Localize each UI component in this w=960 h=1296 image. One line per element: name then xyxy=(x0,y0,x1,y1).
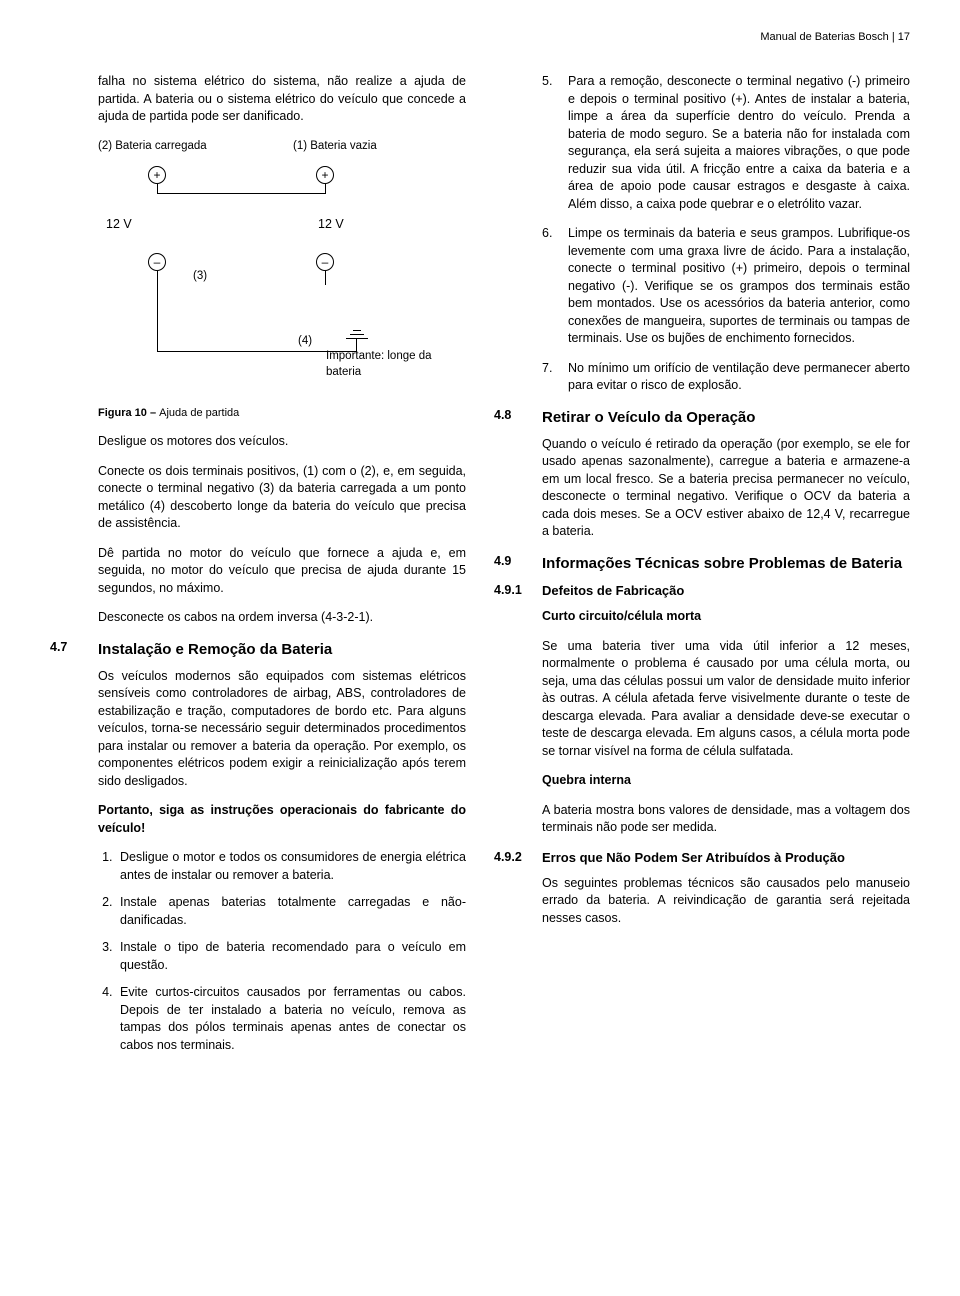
minus-right-icon: – xyxy=(316,253,334,271)
figure-number: Figura 10 – xyxy=(98,407,159,419)
section-4-9: 4.9 Informações Técnicas sobre Problemas… xyxy=(542,553,910,574)
list-item: Instale apenas baterias totalmente carre… xyxy=(116,894,466,929)
defect-break-body: A bateria mostra bons valores de densida… xyxy=(542,802,910,837)
step-start: Dê partida no motor do veículo que forne… xyxy=(98,545,466,598)
jump-start-diagram: (2) Bateria carregada (1) Bateria vazia … xyxy=(98,138,458,398)
section-4-9-2: 4.9.2 Erros que Não Podem Ser Atribuídos… xyxy=(542,849,910,867)
item-text: Para a remoção, desconecte o terminal ne… xyxy=(568,73,910,213)
item-num: 7. xyxy=(542,360,562,395)
plus-left-icon: + xyxy=(148,166,166,184)
section-4-7-title: Instalação e Remoção da Bateria xyxy=(98,639,466,660)
section-4-9-1-num: 4.9.1 xyxy=(494,582,522,600)
list-item: 5.Para a remoção, desconecte o terminal … xyxy=(542,73,910,213)
list-item: Evite curtos-circuitos causados por ferr… xyxy=(116,984,466,1054)
section-4-7: 4.7 Instalação e Remoção da Bateria xyxy=(98,639,466,660)
list-item: 7.No mínimo um orifício de ventilação de… xyxy=(542,360,910,395)
item-text: No mínimo um orifício de ventilação deve… xyxy=(568,360,910,395)
label-empty: (1) Bateria vazia xyxy=(293,138,377,154)
install-steps-continued: 5.Para a remoção, desconecte o terminal … xyxy=(542,73,910,395)
step-disconnect: Desconecte os cabos na ordem inversa (4-… xyxy=(98,609,466,627)
section-4-9-1: 4.9.1 Defeitos de Fabricação xyxy=(542,582,910,600)
section-4-7-warning: Portanto, siga as instruções operacionai… xyxy=(98,802,466,837)
section-4-8-title: Retirar o Veículo da Operação xyxy=(542,407,910,428)
voltage-left: 12 V xyxy=(106,216,132,234)
label-4: (4) xyxy=(298,333,312,349)
section-4-8-body: Quando o veículo é retirado da operação … xyxy=(542,436,910,541)
step-poweroff: Desligue os motores dos veículos. xyxy=(98,433,466,451)
section-4-9-1-title: Defeitos de Fabricação xyxy=(542,582,910,600)
label-charged: (2) Bateria carregada xyxy=(98,138,207,154)
intro-paragraph: falha no sistema elétrico do sistema, nã… xyxy=(98,73,466,126)
section-4-9-2-title: Erros que Não Podem Ser Atribuídos à Pro… xyxy=(542,849,910,867)
defect-short-body: Se uma bateria tiver uma vida útil infer… xyxy=(542,638,910,761)
defect-short-heading: Curto circuito/célula morta xyxy=(542,608,910,626)
list-item: Instale o tipo de bateria recomendado pa… xyxy=(116,939,466,974)
section-4-8: 4.8 Retirar o Veículo da Operação xyxy=(542,407,910,428)
page-header: Manual de Baterias Bosch | 17 xyxy=(50,30,910,45)
section-4-9-title: Informações Técnicas sobre Problemas de … xyxy=(542,553,910,574)
install-steps-list: Desligue o motor e todos os consumidores… xyxy=(98,849,466,1054)
left-column: falha no sistema elétrico do sistema, nã… xyxy=(50,73,466,1066)
diagram-note: Importante: longe da bateria xyxy=(326,348,446,380)
figure-caption: Figura 10 – Ajuda de partida xyxy=(98,406,466,421)
right-column: 5.Para a remoção, desconecte o terminal … xyxy=(494,73,910,1066)
list-item: 6.Limpe os terminais da bateria e seus g… xyxy=(542,225,910,348)
section-4-7-num: 4.7 xyxy=(50,639,67,657)
step-connect: Conecte os dois terminais positivos, (1)… xyxy=(98,463,466,533)
section-4-9-2-num: 4.9.2 xyxy=(494,849,522,867)
plus-right-icon: + xyxy=(316,166,334,184)
section-4-8-num: 4.8 xyxy=(494,407,511,425)
section-4-9-num: 4.9 xyxy=(494,553,511,571)
voltage-right: 12 V xyxy=(318,216,344,234)
defect-break-heading: Quebra interna xyxy=(542,772,910,790)
item-num: 5. xyxy=(542,73,562,213)
figure-title: Ajuda de partida xyxy=(159,407,239,419)
item-text: Limpe os terminais da bateria e seus gra… xyxy=(568,225,910,348)
label-3: (3) xyxy=(193,268,207,284)
content-columns: falha no sistema elétrico do sistema, nã… xyxy=(50,73,910,1066)
item-num: 6. xyxy=(542,225,562,348)
list-item: Desligue o motor e todos os consumidores… xyxy=(116,849,466,884)
section-4-9-2-body: Os seguintes problemas técnicos são caus… xyxy=(542,875,910,928)
minus-left-icon: – xyxy=(148,253,166,271)
section-4-7-body: Os veículos modernos são equipados com s… xyxy=(98,668,466,791)
